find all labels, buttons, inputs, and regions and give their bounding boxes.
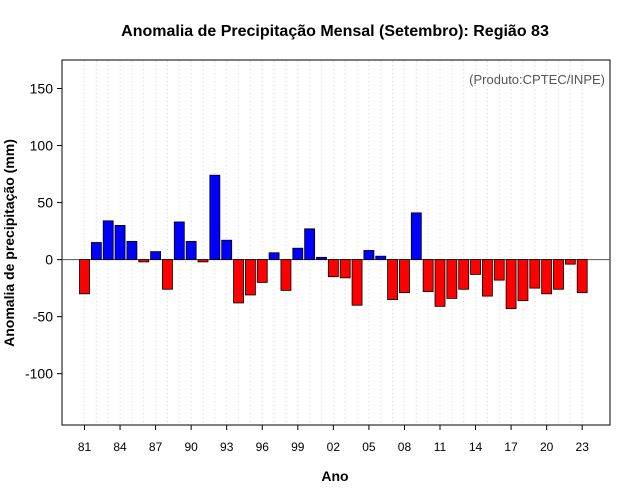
bar-1999 <box>292 247 304 261</box>
x-tick-label: 87 <box>149 440 163 454</box>
bar-1996 <box>256 259 268 283</box>
bar-2023 <box>576 259 588 294</box>
bar-2000 <box>304 228 316 261</box>
bar-1988 <box>162 259 173 290</box>
y-tick-label: 150 <box>30 81 54 97</box>
bar-2017 <box>505 259 517 310</box>
x-tick-label: 05 <box>362 440 376 454</box>
bar-2011 <box>434 259 446 307</box>
x-tick-label: 81 <box>78 440 92 454</box>
bar-1982 <box>90 242 102 261</box>
bar-1989 <box>173 221 185 261</box>
x-tick-label: 23 <box>576 440 590 454</box>
bar-2019 <box>529 259 541 289</box>
x-tick-label: 17 <box>504 440 518 454</box>
bar-2022 <box>564 259 576 265</box>
x-tick-label: 84 <box>113 440 127 454</box>
bar-2020 <box>541 259 553 295</box>
plot-frame <box>61 59 611 426</box>
bar-1994 <box>233 259 244 304</box>
y-axis-ticks: -100 -50 0 50 100 150 <box>25 81 62 382</box>
bar-2021 <box>553 259 564 290</box>
bar-1995 <box>244 259 256 296</box>
bar-2007 <box>387 259 399 300</box>
x-tick-label: 08 <box>398 440 412 454</box>
x-tick-label: 20 <box>540 440 554 454</box>
x-tick-label: 90 <box>184 440 198 454</box>
bar-1991 <box>197 259 209 263</box>
bar-1984 <box>114 224 126 261</box>
chart-title: Anomalia de Precipitação Mensal (Setembr… <box>121 23 549 40</box>
bar-1983 <box>102 220 114 261</box>
bar-2018 <box>517 259 529 302</box>
y-tick-label: 100 <box>30 138 54 154</box>
x-tick-label: 11 <box>434 440 447 454</box>
x-tick-label: 14 <box>469 440 483 454</box>
bar-2015 <box>481 259 493 297</box>
bar-1987 <box>150 251 162 261</box>
bar-1990 <box>185 240 197 261</box>
y-tick-label: 50 <box>37 195 53 211</box>
bar-1981 <box>79 259 90 295</box>
bar-2002 <box>327 259 339 278</box>
y-axis-label: Anomalia de precipitação (mm) <box>1 139 17 347</box>
bar-2005 <box>363 250 375 261</box>
bar-2013 <box>458 259 470 290</box>
bar-2014 <box>470 259 481 275</box>
bar-1993 <box>221 239 233 261</box>
y-tick-label: 0 <box>45 252 53 268</box>
source-note: (Produto:CPTEC/INPE) <box>469 72 605 87</box>
bar-2006 <box>375 255 387 261</box>
x-tick-label: 96 <box>256 440 270 454</box>
bar-2008 <box>399 259 410 294</box>
bar-1986 <box>138 259 150 263</box>
y-tick-label: -50 <box>33 309 53 325</box>
bars <box>79 174 588 310</box>
x-axis-label: Ano <box>321 468 348 484</box>
vertical-gridlines <box>84 61 583 424</box>
x-tick-label: 93 <box>220 440 234 454</box>
bar-2010 <box>422 259 434 292</box>
x-axis-ticks: 81 84 87 90 93 96 99 02 05 08 11 14 17 20 23 <box>78 425 589 454</box>
bar-1985 <box>126 240 138 261</box>
bar-2004 <box>351 259 363 306</box>
bar-1992 <box>209 174 221 261</box>
x-tick-label: 99 <box>291 440 305 454</box>
bar-2001 <box>316 256 327 261</box>
x-tick-label: 02 <box>327 440 341 454</box>
bar-2003 <box>339 259 351 279</box>
bar-2009 <box>410 212 422 261</box>
bar-2016 <box>493 259 505 281</box>
bar-1997 <box>268 252 280 261</box>
bar-1998 <box>280 259 292 291</box>
bar-2012 <box>446 259 458 299</box>
y-tick-label: -100 <box>25 366 53 382</box>
